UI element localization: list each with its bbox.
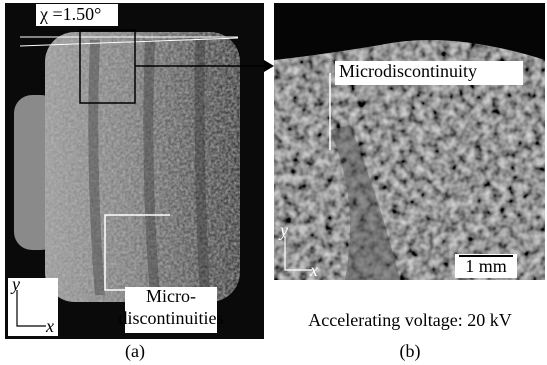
annotation: discontinuities bbox=[119, 308, 224, 328]
axis-label: x bbox=[309, 260, 318, 280]
caption: (a) bbox=[125, 341, 145, 362]
caption: (b) bbox=[400, 341, 421, 362]
note: Accelerating voltage: 20 kV bbox=[308, 310, 511, 330]
axis-label: y bbox=[278, 220, 288, 240]
axis-label: x bbox=[45, 316, 54, 336]
annotation: Microdiscontinuity bbox=[339, 61, 477, 81]
scale-bar-label: 1 mm bbox=[465, 256, 507, 276]
photo-a: χ =1.50° Micro- discontinuities y x bbox=[5, 3, 274, 339]
figure: χ =1.50° Micro- discontinuities y x Micr… bbox=[0, 0, 547, 365]
photo-b: Microdiscontinuity 1 mm y x bbox=[274, 3, 545, 280]
annotation: Micro- bbox=[146, 286, 196, 306]
angle-label: χ =1.50° bbox=[39, 4, 101, 24]
axis-label: y bbox=[10, 274, 20, 294]
